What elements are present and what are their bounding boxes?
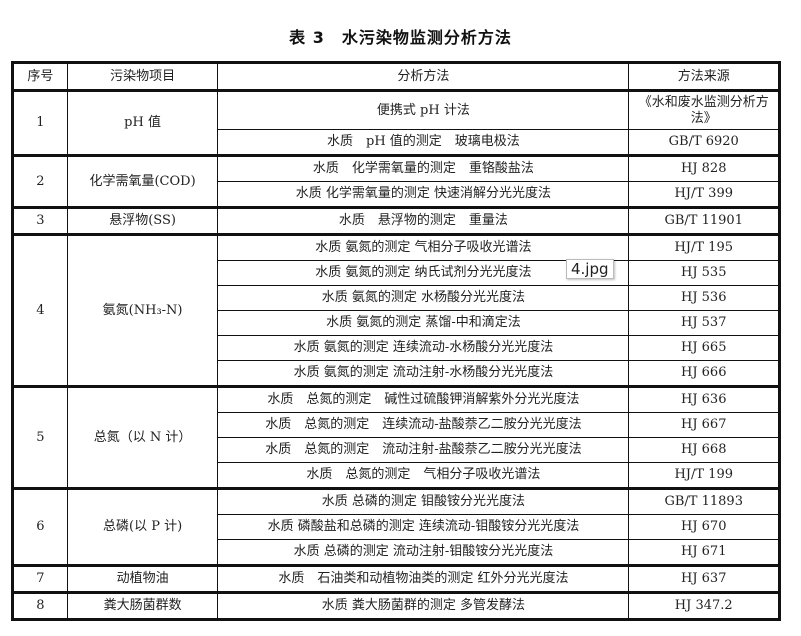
table-row: 水质 磷酸盐和总磷的测定 连续流动-钼酸铵分光光度法 HJ 670 xyxy=(13,514,780,540)
cell-source: HJ 665 xyxy=(628,335,780,361)
cell-method: 水质 悬浮物的测定 重量法 xyxy=(217,206,630,235)
cell-method: 便携式 pH 计法 xyxy=(217,90,630,130)
cell-method: 水质 总磷的测定 钼酸铵分光光度法 xyxy=(217,487,630,515)
cell-no: 3 xyxy=(12,206,68,235)
cell-method: 水质 氨氮的测定 纳氏试剂分光光度法 xyxy=(217,260,630,286)
table-row: 水质 氨氮的测定 蒸馏-中和滴定法 HJ 537 xyxy=(13,310,780,336)
cell-source: HJ 671 xyxy=(628,539,780,566)
cell-method: 水质 氨氮的测定 气相分子吸收光谱法 xyxy=(217,233,630,261)
cell-no: 7 xyxy=(12,564,68,593)
header-no: 序号 xyxy=(12,62,68,92)
cell-source: HJ 828 xyxy=(628,154,780,182)
cell-source: 《水和废水监测分析方法》 xyxy=(628,90,780,130)
cell-source: HJ/T 199 xyxy=(628,462,780,489)
cell-no: 4 xyxy=(12,233,68,387)
cell-no: 8 xyxy=(12,591,68,620)
cell-no: 5 xyxy=(12,385,68,489)
cell-item: 化学需氧量(COD) xyxy=(66,154,219,208)
cell-method: 水质 化学需氧量的测定 快速消解分光光度法 xyxy=(217,181,630,208)
table-row: 水质 pH 值的测定 玻璃电极法 GB/T 6920 xyxy=(13,129,780,156)
header-item: 污染物项目 xyxy=(66,62,219,92)
cell-method: 水质 氨氮的测定 流动注射-水杨酸分光光度法 xyxy=(217,360,630,387)
cell-no: 2 xyxy=(12,154,68,208)
cell-method: 水质 总磷的测定 流动注射-钼酸铵分光光度法 xyxy=(217,539,630,566)
table-row: 6 总磷(以 P 计) 水质 总磷的测定 钼酸铵分光光度法 GB/T 11893 xyxy=(12,487,780,566)
cell-method: 水质 总氮的测定 碱性过硫酸钾消解紫外分光光度法 xyxy=(217,385,630,413)
table-row: 水质 氨氮的测定 流动注射-水杨酸分光光度法 HJ 666 xyxy=(13,360,780,387)
cell-method: 水质 石油类和动植物油类的测定 红外分光光度法 xyxy=(217,564,630,593)
table-row: 5 总氮（以 N 计） 水质 总氮的测定 碱性过硫酸钾消解紫外分光光度法 HJ 636 xyxy=(12,385,780,489)
cell-source: HJ 535 xyxy=(628,260,780,286)
monitoring-methods-table: 序号 污染物项目 分析方法 方法来源 1 pH 值便携式 pH 计法 《水和废水监测… xyxy=(11,61,781,621)
cell-source: GB/T 11901 xyxy=(628,206,780,235)
cell-method: 水质 总氮的测定 气相分子吸收光谱法 xyxy=(217,462,630,489)
header-method: 分析方法 xyxy=(217,62,630,92)
table-row: 3 悬浮物(SS) 水质 悬浮物的测定 重量法 GB/T 11901 xyxy=(12,206,780,235)
cell-item: pH 值 xyxy=(66,90,219,156)
table-row: 7 动植物油 水质 石油类和动植物油类的测定 红外分光光度法 HJ 637 xyxy=(12,564,780,593)
cell-method: 水质 化学需氧量的测定 重铬酸盐法 xyxy=(217,154,630,182)
cell-source: HJ 637 xyxy=(628,564,780,593)
table-header-row: 序号 污染物项目 分析方法 方法来源 xyxy=(12,62,780,92)
table-row: 水质 总磷的测定 流动注射-钼酸铵分光光度法 HJ 671 xyxy=(13,539,780,566)
cell-source: HJ 537 xyxy=(628,310,780,336)
cell-item: 总磷(以 P 计) xyxy=(66,487,219,566)
cell-source: HJ 667 xyxy=(628,412,780,438)
cell-source: HJ 536 xyxy=(628,285,780,311)
cell-item: 总氮（以 N 计） xyxy=(66,385,219,489)
cell-source: HJ/T 399 xyxy=(628,181,780,208)
cell-source: GB/T 11893 xyxy=(628,487,780,515)
cell-source: HJ 666 xyxy=(628,360,780,387)
table-row: 水质 总氮的测定 流动注射-盐酸萘乙二胺分光光度法 HJ 668 xyxy=(13,437,780,463)
table-row: 水质 氨氮的测定 连续流动-水杨酸分光光度法 HJ 665 xyxy=(13,335,780,361)
header-source: 方法来源 xyxy=(628,62,780,92)
cell-method: 水质 粪大肠菌群的测定 多管发酵法 xyxy=(217,591,630,620)
cell-method: 水质 总氮的测定 连续流动-盐酸萘乙二胺分光光度法 xyxy=(217,412,630,438)
cell-source: HJ 636 xyxy=(628,385,780,413)
cell-item: 氨氮(NH₃-N) xyxy=(66,233,219,387)
cell-no: 1 xyxy=(12,90,68,156)
cell-source: HJ/T 195 xyxy=(628,233,780,261)
table-row: 水质 氨氮的测定 纳氏试剂分光光度法 HJ 535 xyxy=(13,260,780,286)
cell-item: 动植物油 xyxy=(66,564,219,593)
cell-source: GB/T 6920 xyxy=(628,129,780,156)
cell-method: 水质 氨氮的测定 蒸馏-中和滴定法 xyxy=(217,310,630,336)
cell-method: 水质 氨氮的测定 连续流动-水杨酸分光光度法 xyxy=(217,335,630,361)
table-row: 水质 总氮的测定 连续流动-盐酸萘乙二胺分光光度法 HJ 667 xyxy=(13,412,780,438)
table-row: 1 pH 值便携式 pH 计法 《水和废水监测分析方法》 xyxy=(12,90,780,156)
cell-method: 水质 pH 值的测定 玻璃电极法 xyxy=(217,129,630,156)
cell-method: 水质 氨氮的测定 水杨酸分光光度法 xyxy=(217,285,630,311)
cell-source: HJ 670 xyxy=(628,514,780,540)
table-row: 8 粪大肠菌群数 水质 粪大肠菌群的测定 多管发酵法 HJ 347.2 xyxy=(12,591,780,620)
filename-tooltip: 4.jpg xyxy=(566,259,614,279)
table-row: 4 氨氮(NH₃-N) 水质 氨氮的测定 气相分子吸收光谱法 HJ/T 195 xyxy=(12,233,780,387)
table-row: 水质 氨氮的测定 水杨酸分光光度法 HJ 536 xyxy=(13,285,780,311)
cell-method: 水质 总氮的测定 流动注射-盐酸萘乙二胺分光光度法 xyxy=(217,437,630,463)
cell-no: 6 xyxy=(12,487,68,566)
cell-item: 粪大肠菌群数 xyxy=(66,591,219,620)
cell-source: HJ 668 xyxy=(628,437,780,463)
cell-method: 水质 磷酸盐和总磷的测定 连续流动-钼酸铵分光光度法 xyxy=(217,514,630,540)
cell-source: HJ 347.2 xyxy=(628,591,780,620)
table-row: 2 化学需氧量(COD) 水质 化学需氧量的测定 重铬酸盐法 HJ 828 xyxy=(12,154,780,208)
table-title: 表 3 水污染物监测分析方法 xyxy=(289,28,512,47)
cell-item: 悬浮物(SS) xyxy=(66,206,219,235)
